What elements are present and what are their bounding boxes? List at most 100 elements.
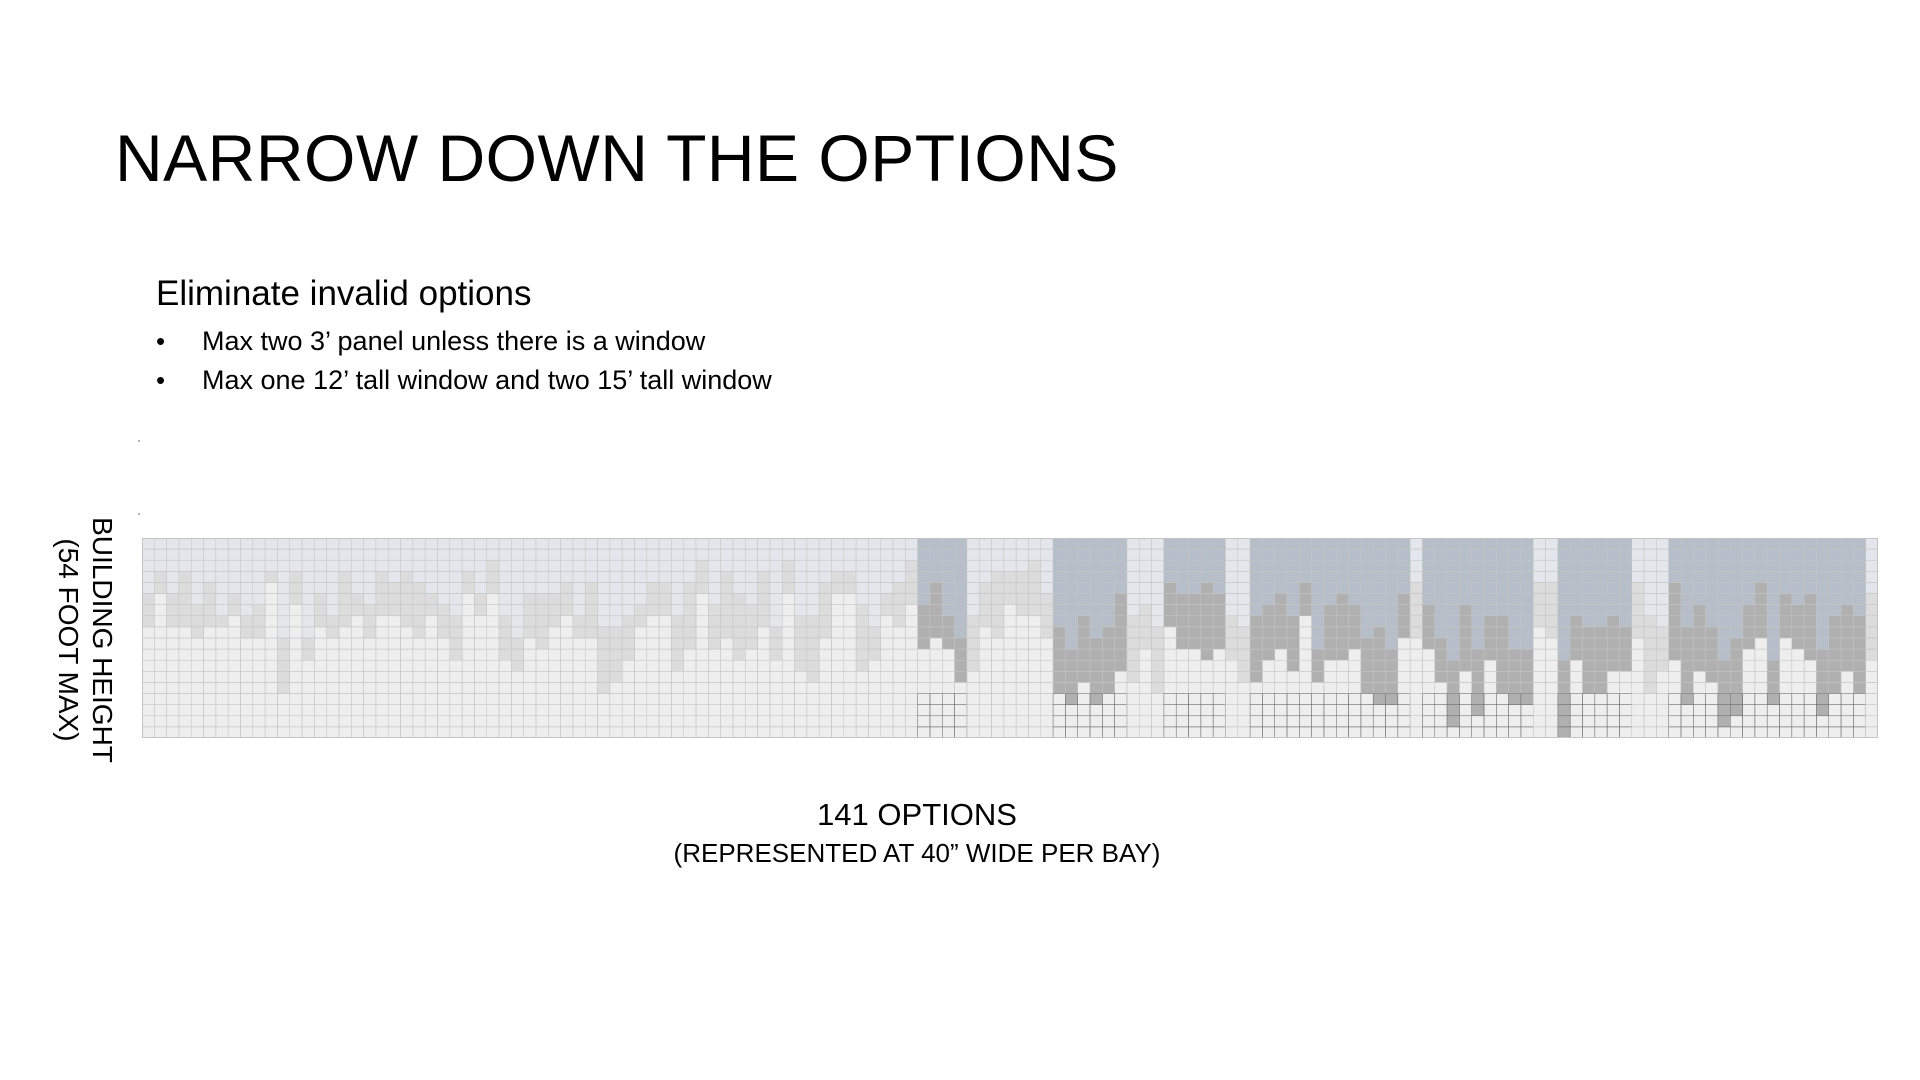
window-segment [548, 538, 561, 594]
window-segment [1188, 538, 1201, 594]
panel-segment [314, 593, 327, 627]
option-column [1840, 538, 1854, 738]
y-axis-label: BUILDING HEIGHT (54 FOOT MAX) [51, 517, 119, 763]
window-segment [880, 538, 894, 594]
panel-segment [868, 626, 881, 661]
window-segment [142, 538, 155, 594]
panel-segment [757, 571, 770, 627]
option-column [1730, 538, 1743, 738]
window-segment [1779, 538, 1792, 594]
option-column [671, 538, 684, 738]
panel-segment [142, 593, 155, 627]
option-column [991, 538, 1005, 738]
option-column [1446, 538, 1460, 738]
option-column [1791, 538, 1805, 738]
option-column [1065, 538, 1078, 738]
option-column [794, 538, 808, 738]
option-column [535, 538, 549, 738]
window-segment [1717, 538, 1731, 661]
option-column [387, 538, 401, 738]
option-column [1003, 538, 1017, 738]
window-segment [166, 538, 179, 594]
window-segment [1865, 538, 1878, 594]
panel-segment [671, 615, 684, 672]
grid-border [142, 538, 1878, 738]
option-column [1151, 538, 1165, 738]
option-column [1803, 538, 1817, 738]
panel-segment [1213, 593, 1226, 650]
option-column [1643, 538, 1657, 738]
option-column [1102, 538, 1115, 738]
window-segment [462, 538, 475, 572]
panel-segment [1668, 582, 1682, 661]
window-segment [1607, 538, 1620, 616]
option-column [1311, 538, 1325, 738]
option-column [1594, 538, 1608, 738]
panel-segment [400, 571, 413, 627]
bullet-marker: • [156, 326, 166, 356]
panel-segment [782, 560, 795, 594]
window-segment [154, 538, 167, 572]
option-column [511, 538, 524, 738]
panel-segment [511, 638, 524, 672]
window-segment [1447, 538, 1460, 661]
window-segment [375, 538, 389, 572]
option-column [486, 538, 500, 738]
y-axis-label-line2: (54 FOOT MAX) [53, 538, 84, 742]
panel-segment [1410, 582, 1423, 638]
panel-segment [486, 560, 500, 594]
option-column [1569, 538, 1583, 738]
option-column [609, 538, 623, 738]
option-column [1779, 538, 1793, 738]
panel-segment [166, 593, 179, 627]
option-column [695, 538, 709, 738]
panel-segment [1373, 626, 1386, 705]
panel-segment [412, 582, 426, 638]
window-segment [1644, 538, 1657, 616]
window-segment [954, 538, 967, 638]
window-segment [572, 538, 586, 616]
panel-segment [252, 604, 266, 638]
stray-mark [138, 513, 140, 515]
window-segment [449, 538, 463, 616]
options-grid [142, 538, 1878, 738]
window-segment [1274, 538, 1288, 594]
option-column [1175, 538, 1189, 738]
option-column [1348, 538, 1362, 738]
option-column [1828, 538, 1842, 738]
option-column [498, 538, 512, 738]
stray-mark [138, 440, 140, 442]
option-column [942, 538, 955, 738]
window-segment [794, 538, 807, 616]
window-segment [831, 538, 844, 572]
panel-segment [338, 571, 352, 627]
window-segment [1853, 538, 1866, 616]
window-segment [499, 538, 512, 616]
option-column [1385, 538, 1399, 738]
window-segment [1225, 538, 1238, 616]
option-column [326, 538, 340, 738]
option-column [1668, 538, 1682, 738]
panel-segment [535, 593, 549, 650]
panel-segment [769, 626, 783, 661]
option-column [1323, 538, 1337, 738]
panel-segment [1028, 560, 1041, 616]
panel-segment [1003, 571, 1017, 605]
option-column [1237, 538, 1251, 738]
window-segment [277, 538, 290, 638]
option-column [548, 538, 561, 738]
panel-segment [1705, 626, 1718, 683]
window-segment [215, 538, 229, 616]
panel-segment [191, 604, 204, 638]
option-column [1471, 538, 1485, 738]
options-grid-svg [142, 538, 1878, 738]
option-column [277, 538, 290, 738]
window-segment [535, 538, 549, 594]
option-column [1816, 538, 1829, 738]
window-segment [1114, 538, 1127, 594]
panel-segment [1200, 582, 1214, 661]
option-column [1040, 538, 1054, 738]
panel-segment [1681, 626, 1694, 705]
window-segment [1336, 538, 1349, 594]
window-segment [1090, 538, 1103, 638]
